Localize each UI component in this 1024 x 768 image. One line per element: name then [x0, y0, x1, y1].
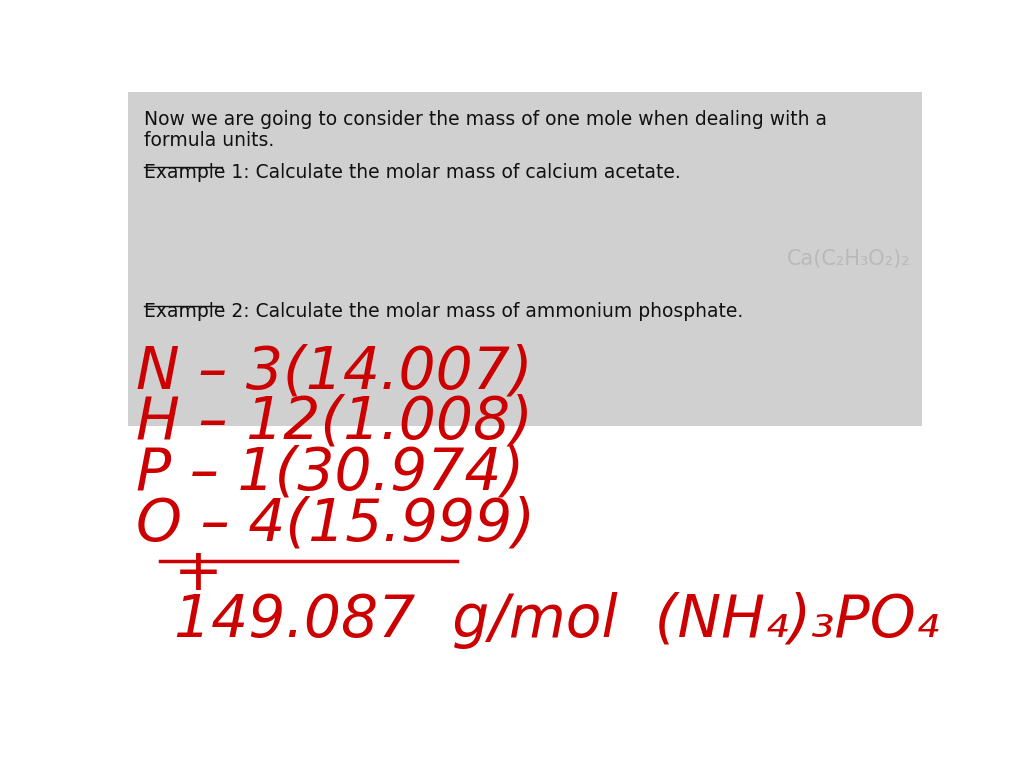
Text: Now we are going to consider the mass of one mole when dealing with a: Now we are going to consider the mass of…: [143, 110, 826, 129]
Text: Ca(C₂H₃O₂)₂: Ca(C₂H₃O₂)₂: [786, 249, 910, 269]
Text: P – 1(30.974): P – 1(30.974): [136, 444, 524, 501]
Text: Example 1: Calculate the molar mass of calcium acetate.: Example 1: Calculate the molar mass of c…: [143, 163, 681, 182]
Text: 149.087  g/mol  (NH₄)₃PO₄: 149.087 g/mol (NH₄)₃PO₄: [174, 592, 939, 649]
Text: Example 2: Calculate the molar mass of ammonium phosphate.: Example 2: Calculate the molar mass of a…: [143, 302, 743, 321]
Text: H – 12(1.008): H – 12(1.008): [136, 394, 532, 451]
Bar: [128, 426, 922, 684]
Text: +: +: [174, 545, 223, 601]
Text: formula units.: formula units.: [143, 131, 274, 150]
Text: O – 4(15.999): O – 4(15.999): [136, 495, 535, 552]
Text: N – 3(14.007): N – 3(14.007): [136, 343, 532, 400]
Bar: [128, 92, 922, 426]
